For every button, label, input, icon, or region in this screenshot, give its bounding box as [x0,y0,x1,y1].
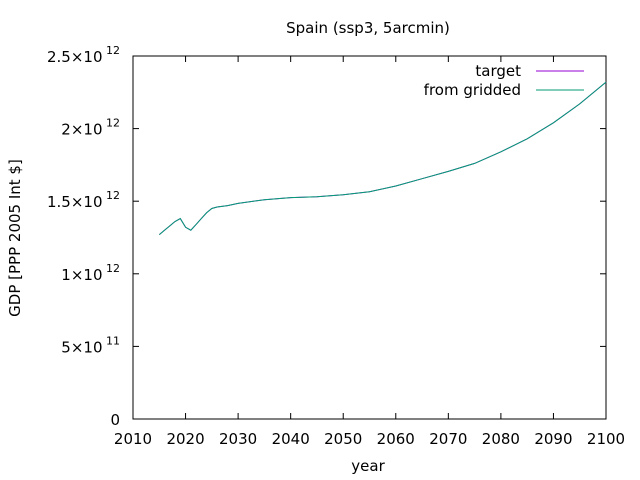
legend-label: target [475,62,521,80]
x-tick-label: 2030 [219,430,257,448]
x-tick-label: 2060 [377,430,415,448]
x-tick-label: 2080 [482,430,520,448]
x-axis-title: year [351,457,385,475]
chart-title: Spain (ssp3, 5arcmin) [286,19,450,37]
series-line [158,81,607,235]
x-axis: 2010 2020 2030 2040 2050 2060 2070 2080 2090 2100 [114,56,625,448]
y-tick-label: 5×10 11 [61,334,120,356]
plot-frame [132,55,607,420]
y-tick-label: 2.5×10 12 [47,44,120,66]
x-tick-label: 2070 [429,430,467,448]
x-tick-label: 2040 [272,430,310,448]
x-tick-label: 2050 [324,430,362,448]
series-lines [158,81,607,235]
y-tick-label: 0 [110,411,120,429]
y-tick-label: 2×10 12 [61,117,120,139]
x-tick-label: 2010 [114,430,152,448]
y-tick-label: 1×10 12 [61,262,120,284]
series-line [158,81,607,235]
y-axis: 0 5×10 11 1×10 12 1.5×10 12 2×10 12 2.5×10 12 [47,44,606,429]
x-tick-label: 2090 [534,430,572,448]
y-tick-label: 1.5×10 12 [47,189,120,211]
y-axis-title: GDP [PPP 2005 Int $] [6,159,24,317]
legend-label: from gridded [424,81,521,99]
x-tick-label: 2020 [166,430,204,448]
x-tick-label: 2100 [587,430,625,448]
